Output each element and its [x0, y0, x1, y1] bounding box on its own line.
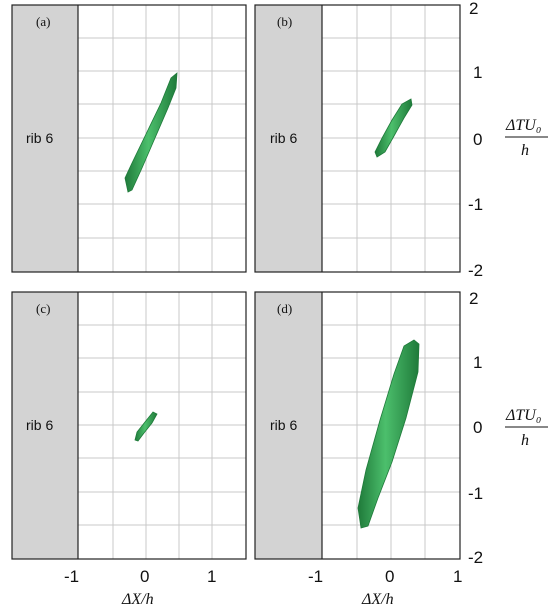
x-tick-label: 0	[385, 567, 394, 586]
panel-label: (a)	[36, 14, 50, 29]
grid-lines	[78, 292, 246, 559]
y-tick-label: 1	[473, 353, 482, 372]
flow-structure-blob	[374, 98, 413, 158]
x-axis-title: ΔX/h	[121, 591, 154, 608]
y-axis-title-top: ΔTU₀ h	[505, 117, 548, 159]
panel-a: (a) rib 6	[11, 4, 247, 273]
y-tick-label: 2	[469, 0, 478, 18]
x-tick-label: -1	[64, 567, 79, 586]
grid-lines	[78, 5, 246, 272]
x-tick-label: 1	[207, 567, 216, 586]
flow-structure-blob	[124, 72, 178, 193]
y-tick-label: 2	[469, 289, 478, 308]
flow-structure-blob	[134, 411, 158, 442]
y-tick-label: -1	[468, 484, 483, 503]
rib-label: rib 6	[26, 130, 53, 146]
y-axis-ticks-top: 2 1 0 -1 -2	[468, 0, 483, 280]
y-axis-title-bottom: ΔTU₀ h	[505, 407, 548, 449]
y-tick-label: 0	[473, 418, 482, 437]
y-axis-title-numerator: ΔTU₀	[505, 117, 541, 134]
panel-label: (d)	[277, 301, 292, 316]
x-axis-ticks-right: -1 0 1	[308, 567, 462, 586]
rib-label: rib 6	[26, 417, 53, 433]
y-tick-label: 0	[473, 130, 482, 149]
flow-structure-blob	[357, 339, 420, 529]
y-axis-ticks-bottom: 2 1 0 -1 -2	[468, 289, 483, 567]
y-tick-label: -2	[468, 261, 483, 280]
x-tick-label: 1	[453, 567, 462, 586]
y-axis-title-numerator: ΔTU₀	[505, 407, 541, 424]
y-axis-title-denominator: h	[521, 432, 529, 449]
y-axis-title-denominator: h	[521, 142, 529, 159]
y-tick-label: 1	[473, 63, 482, 82]
y-tick-label: -2	[468, 548, 483, 567]
x-tick-label: 0	[140, 567, 149, 586]
x-tick-label: -1	[308, 567, 323, 586]
y-tick-label: -1	[468, 195, 483, 214]
panel-label: (c)	[36, 301, 50, 316]
x-axis-title: ΔX/h	[361, 591, 394, 608]
x-axis-ticks-left: -1 0 1	[64, 567, 216, 586]
panel-b: (b) rib 6	[254, 4, 461, 273]
rib-label: rib 6	[270, 130, 297, 146]
rib-label: rib 6	[270, 417, 297, 433]
panel-d: (d) rib 6	[254, 291, 461, 560]
panel-c: (c) rib 6	[11, 291, 247, 560]
panel-label: (b)	[277, 14, 292, 29]
